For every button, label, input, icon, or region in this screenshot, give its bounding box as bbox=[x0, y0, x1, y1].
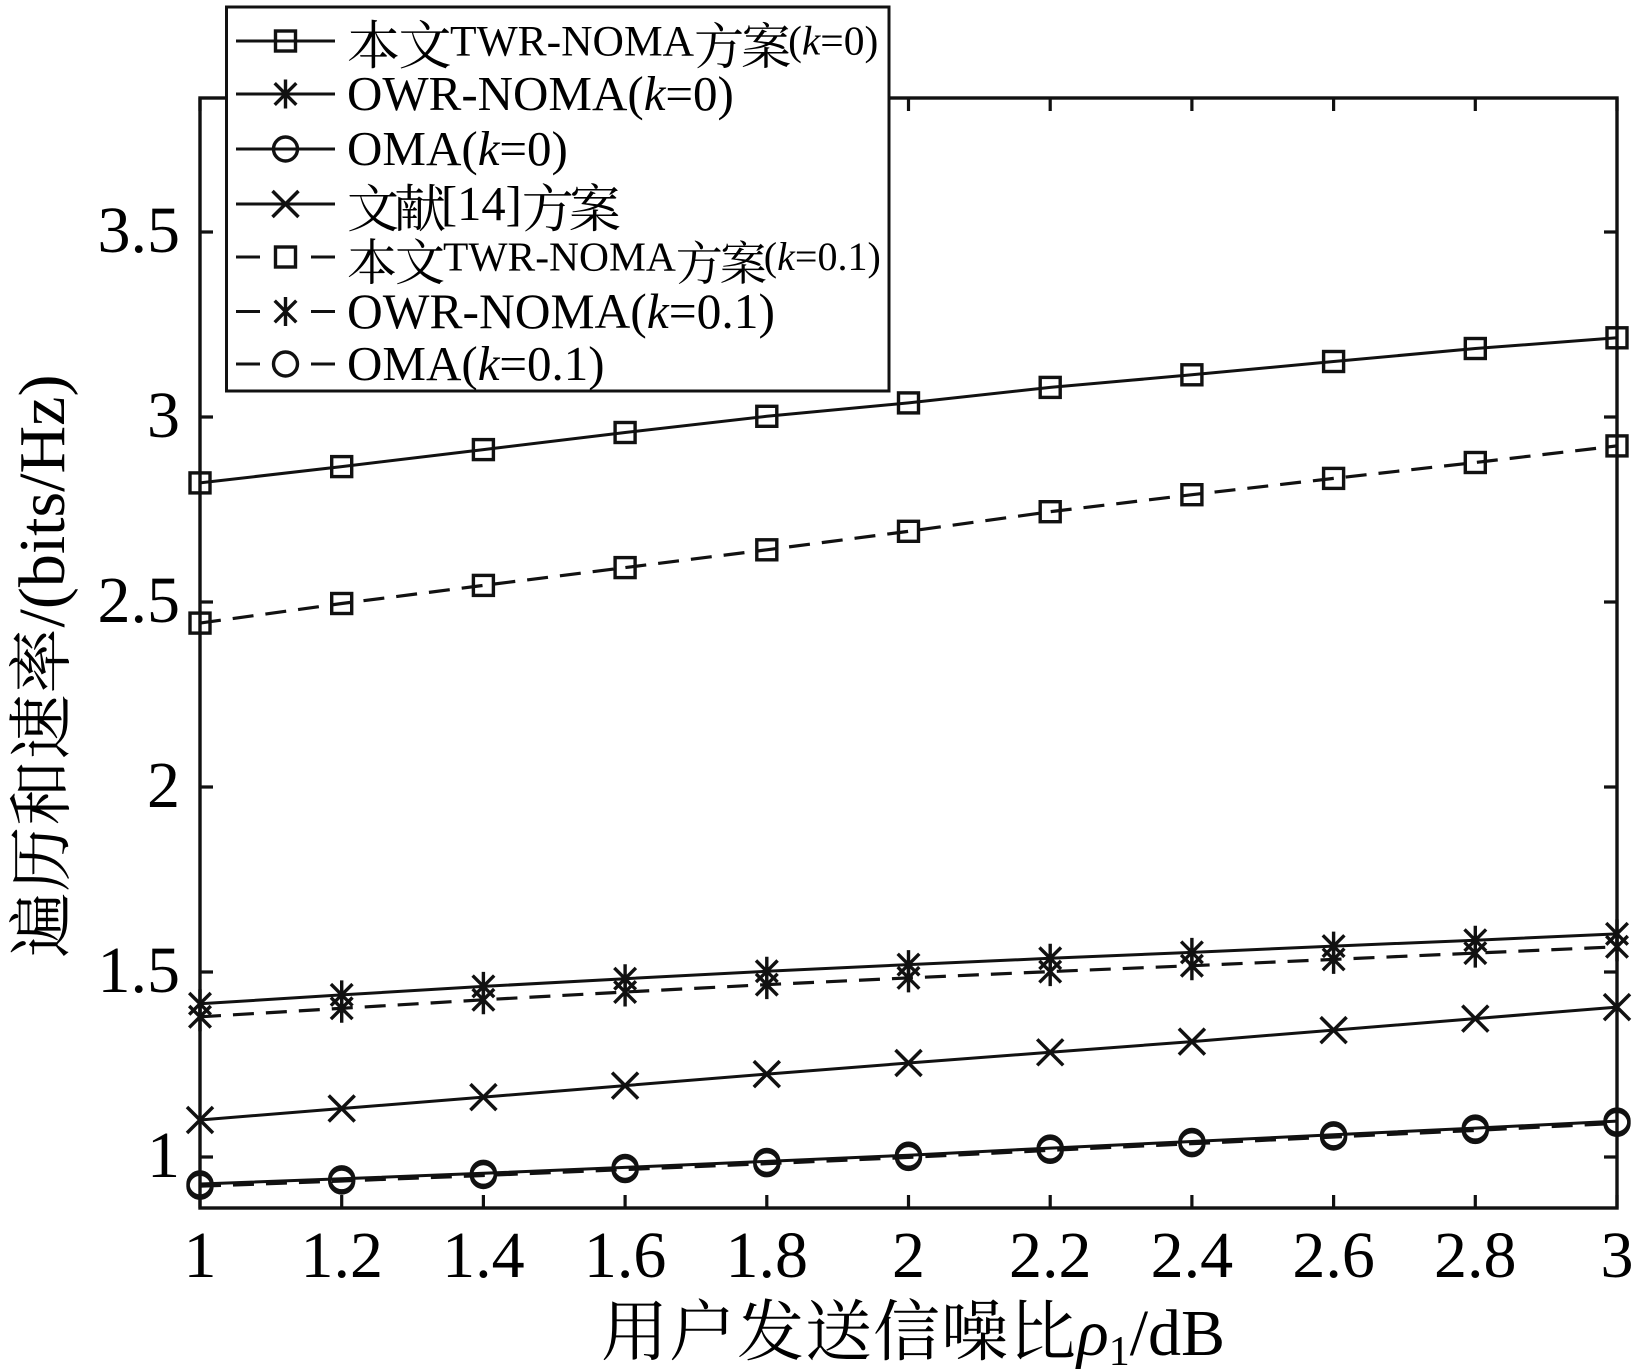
svg-text:TWR-NOMA: TWR-NOMA bbox=[450, 17, 695, 65]
svg-text:1.4: 1.4 bbox=[442, 1219, 525, 1292]
svg-text:=0): =0) bbox=[499, 121, 567, 176]
svg-text:2.2: 2.2 bbox=[1009, 1219, 1092, 1292]
svg-text:OMA(: OMA( bbox=[347, 121, 478, 176]
svg-text:1: 1 bbox=[1109, 1329, 1130, 1372]
svg-text:=0): =0) bbox=[665, 66, 733, 121]
svg-text:2: 2 bbox=[892, 1219, 925, 1292]
svg-text:1.2: 1.2 bbox=[300, 1219, 383, 1292]
svg-text:=0.1): =0.1) bbox=[795, 234, 881, 279]
svg-text:TWR-NOMA: TWR-NOMA bbox=[443, 234, 676, 280]
svg-text:ρ: ρ bbox=[1075, 1297, 1109, 1370]
svg-text:3: 3 bbox=[1601, 1219, 1634, 1292]
svg-text:3: 3 bbox=[147, 379, 180, 452]
svg-text:/dB: /dB bbox=[1130, 1297, 1225, 1370]
svg-text:OWR-NOMA(: OWR-NOMA( bbox=[347, 66, 644, 121]
svg-text:k: k bbox=[644, 66, 667, 121]
svg-text:2: 2 bbox=[147, 749, 180, 822]
svg-text:2.4: 2.4 bbox=[1151, 1219, 1234, 1292]
svg-text:2.5: 2.5 bbox=[98, 564, 181, 637]
svg-text:[14]: [14] bbox=[441, 178, 522, 231]
svg-text:=0.1): =0.1) bbox=[669, 284, 775, 339]
svg-text:OWR-NOMA(: OWR-NOMA( bbox=[347, 284, 647, 339]
svg-text:2.6: 2.6 bbox=[1292, 1219, 1375, 1292]
svg-text:k: k bbox=[478, 121, 501, 176]
svg-text:1: 1 bbox=[147, 1119, 180, 1192]
svg-text:=0.1): =0.1) bbox=[499, 336, 604, 391]
svg-text:1.5: 1.5 bbox=[98, 934, 181, 1007]
svg-text:k: k bbox=[647, 284, 670, 339]
svg-text:k: k bbox=[478, 336, 501, 391]
svg-text:(: ( bbox=[764, 234, 777, 279]
svg-text:(: ( bbox=[788, 18, 802, 65]
svg-text:1.6: 1.6 bbox=[584, 1219, 667, 1292]
svg-text:2.8: 2.8 bbox=[1434, 1219, 1517, 1292]
svg-text:3.5: 3.5 bbox=[98, 194, 181, 267]
svg-text:=0): =0) bbox=[820, 18, 878, 65]
svg-text:1.8: 1.8 bbox=[726, 1219, 809, 1292]
svg-text:OMA(: OMA( bbox=[347, 336, 478, 391]
svg-text:k: k bbox=[802, 18, 822, 64]
svg-text:k: k bbox=[777, 234, 796, 279]
svg-text:/(bits/Hz): /(bits/Hz) bbox=[6, 375, 79, 628]
svg-text:1: 1 bbox=[184, 1219, 217, 1292]
